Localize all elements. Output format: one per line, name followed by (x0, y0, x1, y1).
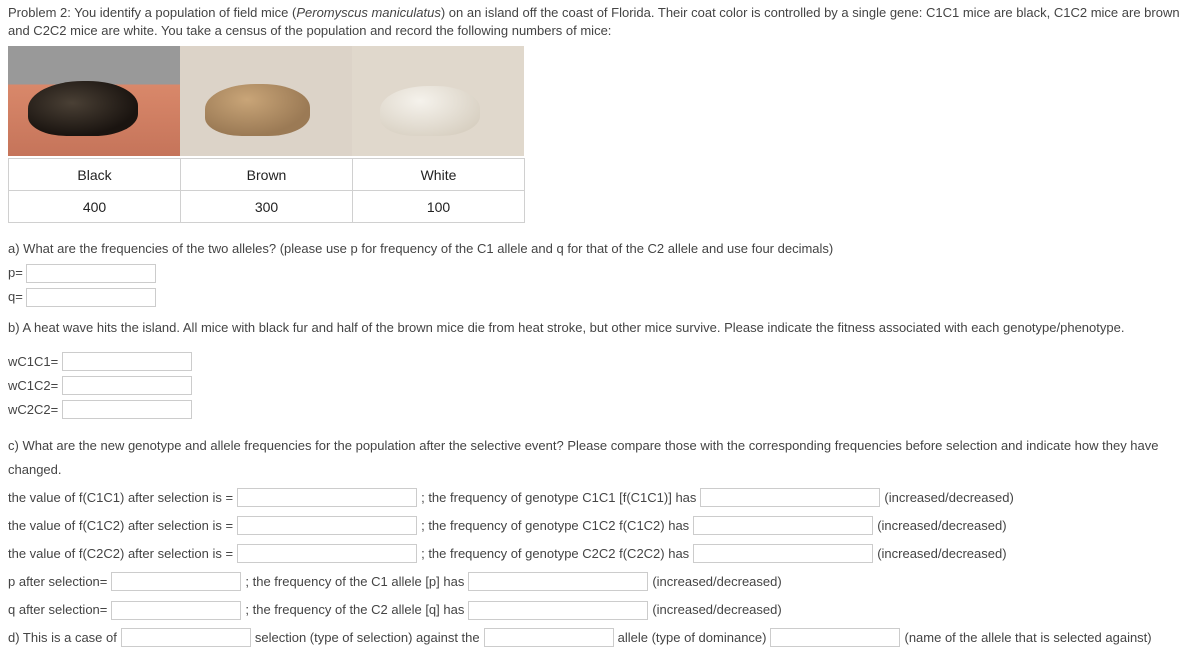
wc1c2-label: wC1C2= (8, 378, 58, 393)
problem-statement: Problem 2: You identify a population of … (8, 4, 1192, 40)
p-label: p= (8, 265, 23, 280)
count-white: 100 (353, 191, 525, 223)
header-black: Black (9, 159, 181, 191)
dominance-type-input[interactable] (484, 628, 614, 647)
header-brown: Brown (181, 159, 353, 191)
q-after-input[interactable] (111, 601, 241, 620)
incdec-label: (increased/decreased) (652, 598, 781, 622)
allele-name-input[interactable] (770, 628, 900, 647)
table-row: 400 300 100 (9, 191, 525, 223)
fc2c2-freq-label: ; the frequency of genotype C2C2 f(C2C2)… (421, 542, 689, 566)
fc1c2-freq-label: ; the frequency of genotype C1C2 f(C1C2)… (421, 514, 689, 538)
problem-prefix: Problem 2: You identify a population of … (8, 5, 296, 20)
part-b-prompt: b) A heat wave hits the island. All mice… (8, 316, 1192, 340)
wc2c2-label: wC2C2= (8, 402, 58, 417)
q-input[interactable] (26, 288, 156, 307)
d-label-3: allele (type of dominance) (618, 630, 767, 645)
wc1c2-input[interactable] (62, 376, 192, 395)
q-after-label: q after selection= (8, 598, 107, 622)
part-a: a) What are the frequencies of the two a… (8, 237, 1192, 309)
d-label-1: d) This is a case of (8, 630, 117, 645)
selection-type-input[interactable] (121, 628, 251, 647)
fc1c2-change-input[interactable] (693, 516, 873, 535)
fc1c1-value-input[interactable] (237, 488, 417, 507)
header-white: White (353, 159, 525, 191)
q-change-input[interactable] (468, 601, 648, 620)
wc2c2-input[interactable] (62, 400, 192, 419)
p-after-label: p after selection= (8, 570, 107, 594)
fc1c1-change-input[interactable] (700, 488, 880, 507)
count-black: 400 (9, 191, 181, 223)
mice-images-row (8, 46, 1192, 156)
q-freq-label: ; the frequency of the C2 allele [q] has (245, 598, 464, 622)
census-table: Black Brown White 400 300 100 (8, 158, 525, 223)
fc2c2-value-input[interactable] (237, 544, 417, 563)
incdec-label: (increased/decreased) (877, 514, 1006, 538)
part-d: d) This is a case of selection (type of … (8, 628, 1192, 647)
p-input[interactable] (26, 264, 156, 283)
incdec-label: (increased/decreased) (884, 486, 1013, 510)
q-label: q= (8, 289, 23, 304)
fc1c1-freq-label: ; the frequency of genotype C1C1 [f(C1C1… (421, 486, 696, 510)
species-name: Peromyscus maniculatus (296, 5, 441, 20)
p-after-input[interactable] (111, 572, 241, 591)
part-c: c) What are the new genotype and allele … (8, 434, 1192, 622)
wc1c1-label: wC1C1= (8, 354, 58, 369)
p-freq-label: ; the frequency of the C1 allele [p] has (245, 570, 464, 594)
black-mouse-image (8, 46, 180, 156)
white-mouse-image (352, 46, 524, 156)
d-label-2: selection (type of selection) against th… (255, 630, 480, 645)
fc1c2-label: the value of f(C1C2) after selection is … (8, 514, 233, 538)
fc1c1-label: the value of f(C1C1) after selection is … (8, 486, 233, 510)
incdec-label: (increased/decreased) (877, 542, 1006, 566)
fc1c2-value-input[interactable] (237, 516, 417, 535)
count-brown: 300 (181, 191, 353, 223)
d-label-4: (name of the allele that is selected aga… (904, 630, 1151, 645)
fc2c2-label: the value of f(C2C2) after selection is … (8, 542, 233, 566)
part-b: b) A heat wave hits the island. All mice… (8, 316, 1192, 422)
fc2c2-change-input[interactable] (693, 544, 873, 563)
part-a-prompt: a) What are the frequencies of the two a… (8, 237, 1192, 261)
incdec-label: (increased/decreased) (652, 570, 781, 594)
brown-mouse-image (180, 46, 352, 156)
table-row: Black Brown White (9, 159, 525, 191)
part-c-prompt: c) What are the new genotype and allele … (8, 434, 1192, 482)
p-change-input[interactable] (468, 572, 648, 591)
wc1c1-input[interactable] (62, 352, 192, 371)
